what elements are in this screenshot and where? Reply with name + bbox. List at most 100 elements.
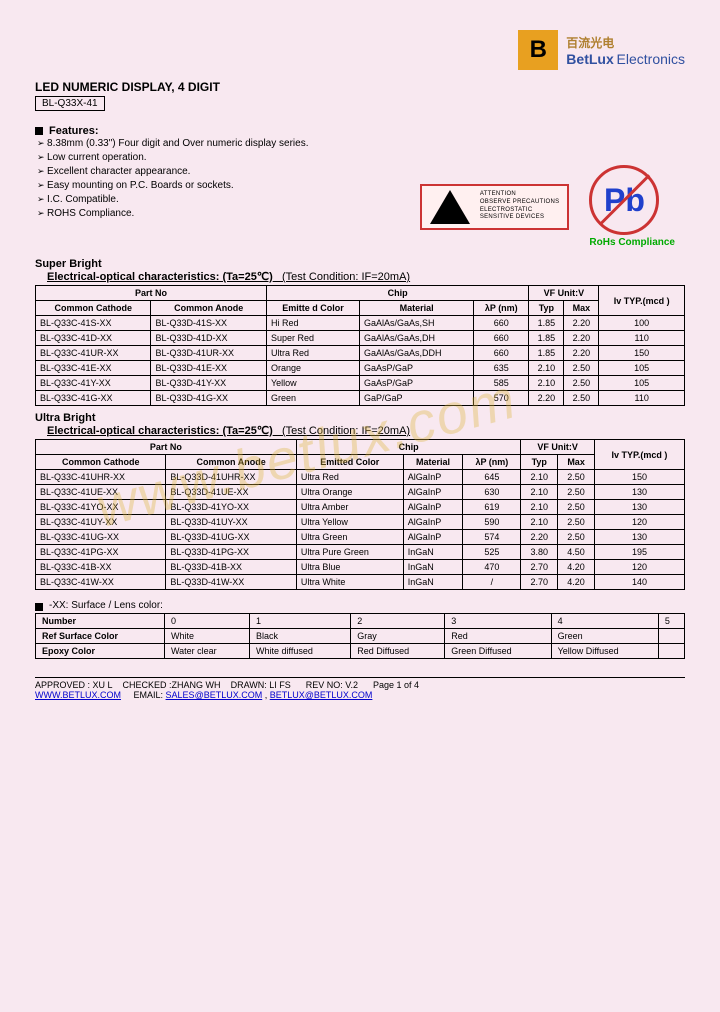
super-bright-subtitle: Electrical-optical characteristics: (Ta=… xyxy=(47,270,685,283)
th-vf: VF Unit:V xyxy=(529,286,599,301)
table-cell: Green xyxy=(266,391,359,406)
logo-icon: B xyxy=(518,30,558,70)
feature-item: 8.38mm (0.33") Four digit and Over numer… xyxy=(37,137,685,151)
table-cell: 2.20 xyxy=(521,530,558,545)
table-row: BL-Q33C-41UE-XXBL-Q33D-41UE-XXUltra Oran… xyxy=(36,485,685,500)
subtitle-bold: Electrical-optical characteristics: (Ta=… xyxy=(47,271,273,283)
table-cell: 130 xyxy=(594,500,684,515)
esd-line: SENSITIVE DEVICES xyxy=(480,214,560,222)
esd-badge: ATTENTION OBSERVE PRECAUTIONS ELECTROSTA… xyxy=(420,184,570,230)
footer-email-link[interactable]: BETLUX@BETLUX.COM xyxy=(270,690,373,700)
footer-rev: REV NO: V.2 xyxy=(306,680,358,690)
table-cell: 150 xyxy=(599,346,685,361)
table-cell: 1.85 xyxy=(529,316,564,331)
esd-text: ATTENTION OBSERVE PRECAUTIONS ELECTROSTA… xyxy=(480,191,560,222)
table-cell: 4 xyxy=(551,614,658,629)
table-cell: BL-Q33C-41UR-XX xyxy=(36,346,151,361)
table-cell: BL-Q33C-41W-XX xyxy=(36,575,166,590)
table-cell: InGaN xyxy=(403,560,463,575)
table-cell: BL-Q33C-41PG-XX xyxy=(36,545,166,560)
table-cell: Black xyxy=(250,629,351,644)
table-cell: BL-Q33C-41UY-XX xyxy=(36,515,166,530)
table-cell: BL-Q33D-41UG-XX xyxy=(166,530,296,545)
th-emitted: Emitted Color xyxy=(296,455,403,470)
th-anode: Common Anode xyxy=(151,301,266,316)
table-cell: 2.10 xyxy=(521,500,558,515)
table-cell: 660 xyxy=(474,316,529,331)
table-row: BL-Q33C-41PG-XXBL-Q33D-41PG-XXUltra Pure… xyxy=(36,545,685,560)
table-cell: AlGaInP xyxy=(403,500,463,515)
table-cell: Ultra Red xyxy=(296,470,403,485)
section-marker-icon xyxy=(35,127,43,135)
footer-approved: APPROVED : XU L xyxy=(35,680,113,690)
table-cell: 2.10 xyxy=(529,361,564,376)
table-cell: 105 xyxy=(599,361,685,376)
table-cell: 1.85 xyxy=(529,346,564,361)
table-row: BL-Q33C-41G-XXBL-Q33D-41G-XXGreenGaP/GaP… xyxy=(36,391,685,406)
table-cell: Green Diffused xyxy=(445,644,551,659)
features-heading: Features: xyxy=(49,125,99,137)
table-row: BL-Q33C-41Y-XXBL-Q33D-41Y-XXYellowGaAsP/… xyxy=(36,376,685,391)
table-cell: 130 xyxy=(594,485,684,500)
logo-chinese: 百流光电 xyxy=(566,34,685,51)
table-cell: 590 xyxy=(463,515,521,530)
table-cell: 2.20 xyxy=(529,391,564,406)
esd-line: OBSERVE PRECAUTIONS xyxy=(480,199,560,207)
table-row: BL-Q33C-41E-XXBL-Q33D-41E-XXOrangeGaAsP/… xyxy=(36,361,685,376)
table-cell: BL-Q33D-41UE-XX xyxy=(166,485,296,500)
table-cell: / xyxy=(463,575,521,590)
th-typ: Typ xyxy=(521,455,558,470)
th-chip: Chip xyxy=(296,440,521,455)
table-cell: BL-Q33C-41UG-XX xyxy=(36,530,166,545)
logo-english: BetLux Electronics xyxy=(566,51,685,67)
table-cell: 2.70 xyxy=(521,575,558,590)
footer-drawn: DRAWN: LI FS xyxy=(231,680,291,690)
table-cell: BL-Q33C-41D-XX xyxy=(36,331,151,346)
table-cell: 645 xyxy=(463,470,521,485)
table-cell: 2.50 xyxy=(558,515,595,530)
footer-www-link[interactable]: WWW.BETLUX.COM xyxy=(35,690,121,700)
th-vf: VF Unit:V xyxy=(521,440,595,455)
table-cell: BL-Q33D-41YO-XX xyxy=(166,500,296,515)
th-max: Max xyxy=(564,301,599,316)
table-cell: 2.10 xyxy=(521,470,558,485)
th-part-no: Part No xyxy=(36,440,297,455)
table-cell: BL-Q33D-41B-XX xyxy=(166,560,296,575)
table-cell: 635 xyxy=(474,361,529,376)
table-cell: 150 xyxy=(594,470,684,485)
table-cell: Hi Red xyxy=(266,316,359,331)
table-cell: 100 xyxy=(599,316,685,331)
pb-badge: Pb xyxy=(589,165,659,235)
table-cell: White diffused xyxy=(250,644,351,659)
table-cell: Ultra Blue xyxy=(296,560,403,575)
table-cell: 2.50 xyxy=(558,530,595,545)
footer-email-link[interactable]: SALES@BETLUX.COM xyxy=(166,690,263,700)
th-epoxy: Epoxy Color xyxy=(36,644,165,659)
subtitle-bold: Electrical-optical characteristics: (Ta=… xyxy=(47,425,273,437)
super-bright-table: Part No Chip VF Unit:V Iv TYP.(mcd ) Com… xyxy=(35,285,685,406)
table-cell: 1.85 xyxy=(529,331,564,346)
table-cell: 2.20 xyxy=(564,331,599,346)
th-anode: Common Anode xyxy=(166,455,296,470)
footer-checked: CHECKED :ZHANG WH xyxy=(123,680,221,690)
table-cell xyxy=(658,644,684,659)
table-cell: AlGaInP xyxy=(403,515,463,530)
th-material: Material xyxy=(360,301,474,316)
table-cell: BL-Q33C-41Y-XX xyxy=(36,376,151,391)
feature-item: Low current operation. xyxy=(37,151,685,165)
table-cell: 574 xyxy=(463,530,521,545)
th-lambda: λP (nm) xyxy=(463,455,521,470)
logo-area: B 百流光电 BetLux Electronics xyxy=(518,30,685,70)
table-cell: BL-Q33D-41S-XX xyxy=(151,316,266,331)
th-chip: Chip xyxy=(266,286,528,301)
lens-heading-row: -XX: Surface / Lens color: xyxy=(35,600,685,611)
table-cell: BL-Q33C-41S-XX xyxy=(36,316,151,331)
table-cell: 4.20 xyxy=(558,560,595,575)
ultra-bright-subtitle: Electrical-optical characteristics: (Ta=… xyxy=(47,424,685,437)
table-cell: 2.10 xyxy=(521,515,558,530)
table-cell: 630 xyxy=(463,485,521,500)
th-iv: Iv TYP.(mcd ) xyxy=(599,286,685,316)
table-row: BL-Q33C-41UR-XXBL-Q33D-41UR-XXUltra RedG… xyxy=(36,346,685,361)
table-cell: InGaN xyxy=(403,545,463,560)
table-cell: GaAsP/GaP xyxy=(360,376,474,391)
